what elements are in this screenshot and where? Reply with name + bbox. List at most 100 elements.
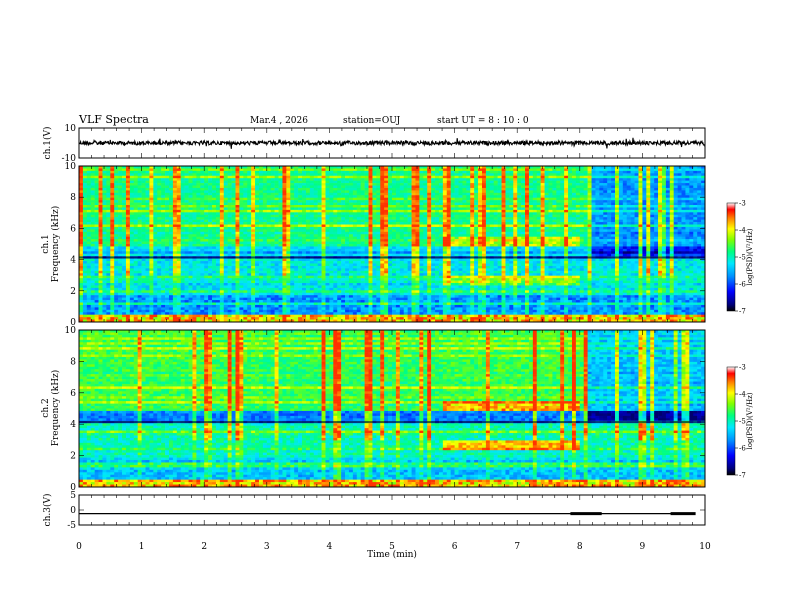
- spectrogram-cell: [337, 229, 342, 233]
- spectrogram-cell: [133, 275, 138, 279]
- spectrogram-cell: [341, 283, 346, 286]
- spectrogram-cell: [247, 214, 252, 218]
- spectrogram-cell: [258, 314, 264, 318]
- spectrogram-cell: [364, 312, 369, 315]
- spectrogram-cell: [235, 212, 240, 216]
- spectrogram-cell: [251, 229, 256, 233]
- spectrogram-cell: [294, 192, 299, 196]
- spectrogram-cell: [325, 205, 330, 208]
- spectrogram-cell: [290, 275, 295, 279]
- spectrogram-cell: [309, 202, 315, 206]
- spectrogram-cell: [360, 251, 365, 255]
- spectrogram-cell: [356, 304, 361, 308]
- spectrogram-cell: [118, 292, 123, 296]
- spectrogram-cell: [110, 309, 115, 313]
- spectrogram-cell: [380, 219, 385, 223]
- spectrogram-cell: [161, 222, 166, 225]
- spectrogram-cell: [231, 297, 236, 301]
- spectrogram-cell: [165, 212, 170, 216]
- spectrogram-cell: [172, 175, 178, 179]
- spectrogram-cell: [149, 314, 154, 318]
- spectrogram-cell: [176, 241, 182, 245]
- spectrogram-cell: [305, 178, 311, 181]
- spectrogram-cell: [345, 197, 350, 201]
- spectrogram-cell: [294, 229, 299, 233]
- spectrogram-cell: [266, 224, 272, 228]
- spectrogram-cell: [137, 200, 142, 203]
- spectrogram-cell: [82, 278, 88, 281]
- spectrogram-cell: [243, 226, 248, 230]
- spectrogram-cell: [329, 261, 334, 264]
- spectrogram-cell: [329, 192, 334, 196]
- spectrogram-cell: [86, 234, 92, 237]
- spectrogram-cell: [161, 280, 166, 284]
- spectrogram-cell: [356, 253, 361, 257]
- spectrogram-cell: [188, 307, 193, 311]
- spectrogram-cell: [313, 200, 318, 203]
- spectrogram-cell: [165, 187, 170, 191]
- spectrogram-cell: [200, 258, 205, 262]
- spectrogram-cell: [345, 285, 350, 289]
- spectrogram-cell: [133, 287, 138, 291]
- spectrogram-cell: [200, 185, 205, 189]
- spectrogram-cell: [317, 236, 322, 240]
- spectrogram-cell: [294, 197, 299, 201]
- spectrogram-cell: [79, 300, 84, 303]
- spectrogram-cell: [223, 209, 228, 213]
- spectrogram-cell: [266, 197, 272, 201]
- spectrogram-cell: [122, 241, 127, 245]
- spectrogram-cell: [212, 302, 217, 306]
- y-tick-label: -10: [62, 154, 77, 164]
- spectrogram-cell: [360, 304, 365, 308]
- spectrogram-cell: [200, 292, 205, 296]
- spectrogram-cell: [345, 297, 350, 301]
- spectrogram-cell: [215, 263, 221, 267]
- spectrogram-cell: [204, 319, 209, 323]
- spectrogram-cell: [262, 248, 268, 252]
- spectrogram-cell: [356, 202, 361, 206]
- spectrogram-cell: [165, 246, 170, 250]
- spectrogram-cell: [98, 251, 103, 255]
- spectrogram-cell: [282, 278, 287, 281]
- spectrogram-cell: [82, 239, 88, 242]
- spectrogram-cell: [94, 173, 99, 177]
- spectrogram-cell: [192, 304, 197, 308]
- spectrogram-cell: [376, 265, 381, 269]
- spectrogram-cell: [165, 278, 170, 281]
- spectrogram-cell: [106, 300, 111, 303]
- spectrogram-cell: [98, 236, 103, 240]
- spectrogram-cell: [333, 234, 338, 237]
- spectrogram-cell: [282, 287, 287, 291]
- spectrogram-cell: [329, 178, 334, 181]
- spectrogram-cell: [165, 290, 170, 294]
- spectrogram-cell: [364, 290, 369, 294]
- spectrogram-cell: [219, 307, 225, 311]
- spectrogram-cell: [255, 173, 260, 177]
- spectrogram-cell: [239, 314, 244, 318]
- spectrogram-cell: [176, 295, 182, 298]
- spectrogram-cell: [376, 312, 381, 315]
- spectrogram-cell: [153, 265, 158, 269]
- spectrogram-cell: [341, 275, 346, 279]
- spectrogram-cell: [298, 278, 303, 281]
- spectrogram-cell: [149, 258, 154, 262]
- spectrogram-cell: [184, 251, 189, 255]
- spectrogram-cell: [98, 178, 103, 181]
- spectrogram-cell: [192, 207, 197, 211]
- spectrogram-cell: [168, 241, 174, 245]
- spectrogram-cell: [145, 224, 150, 228]
- spectrogram-cell: [305, 275, 311, 279]
- spectrogram-cell: [298, 273, 303, 276]
- spectrogram-cell: [200, 200, 205, 203]
- spectrogram-cell: [356, 207, 361, 211]
- spectrogram-cell: [274, 253, 279, 257]
- spectrogram-cell: [364, 192, 369, 196]
- spectrogram-cell: [200, 261, 205, 264]
- spectrogram-cell: [204, 309, 209, 313]
- spectrogram-cell: [372, 273, 377, 276]
- spectrogram-cell: [380, 236, 385, 240]
- spectrogram-cell: [129, 268, 135, 272]
- spectrogram-cell: [352, 214, 358, 218]
- spectrogram-cell: [82, 185, 88, 189]
- spectrogram-cell: [239, 309, 244, 313]
